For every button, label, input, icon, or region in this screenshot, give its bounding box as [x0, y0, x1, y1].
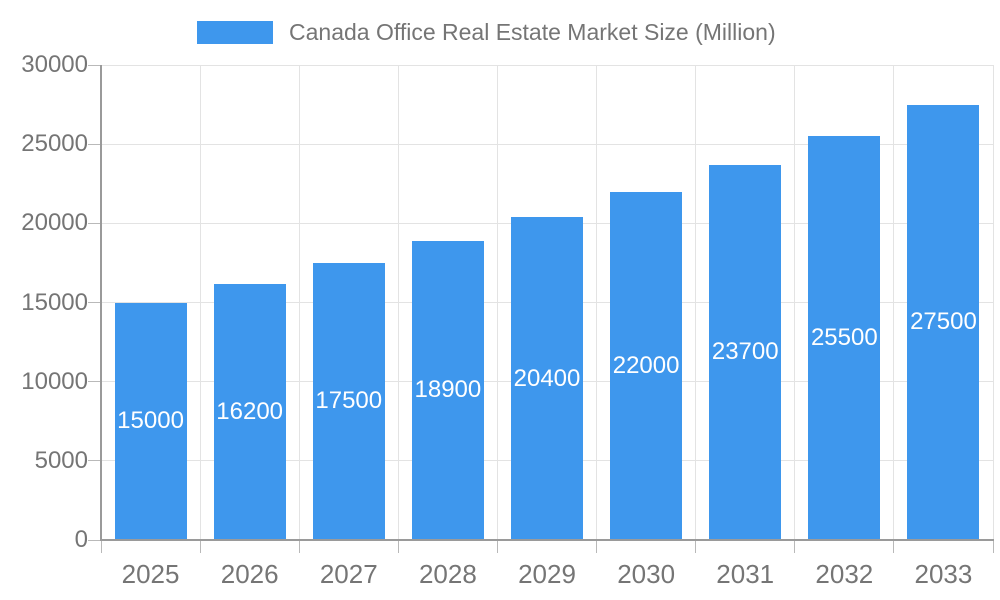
x-axis-tick [199, 540, 201, 553]
bar [808, 136, 881, 540]
y-axis-tick-label: 15000 [21, 288, 88, 316]
bar-value-label: 22000 [612, 351, 680, 379]
x-axis-tick-label: 2028 [418, 559, 477, 589]
bar-value-label: 23700 [711, 338, 779, 366]
bar-value-label: 15000 [117, 407, 184, 435]
bar [312, 262, 385, 540]
v-gridline [695, 65, 697, 540]
y-axis-tick-label: 30000 [21, 51, 88, 78]
bar [213, 283, 286, 540]
x-axis-tick [695, 540, 697, 553]
x-axis-tick-label: 2026 [220, 559, 279, 589]
bar-value-label: 18900 [414, 376, 482, 404]
v-gridline [397, 65, 399, 540]
x-axis-tick [893, 540, 895, 553]
x-axis-tick-label: 2027 [319, 559, 378, 589]
y-axis-tick-label: 20000 [21, 209, 88, 237]
bar-value-label: 17500 [315, 387, 383, 415]
legend-label: Canada Office Real Estate Market Size (M… [289, 18, 776, 45]
x-axis-tick [596, 540, 598, 553]
x-axis-tick-label: 2030 [617, 559, 676, 589]
bar [907, 104, 980, 540]
v-gridline [794, 65, 796, 540]
bar [114, 302, 187, 540]
y-axis-tick-label: 25000 [21, 130, 88, 158]
v-gridline [496, 65, 498, 540]
y-axis-tick [88, 460, 101, 462]
bar-value-label: 25500 [810, 324, 878, 352]
bar [511, 217, 583, 540]
x-axis-tick [397, 540, 399, 553]
y-axis-tick [88, 381, 101, 383]
v-gridline [893, 65, 895, 540]
y-axis-line [99, 65, 102, 540]
x-axis-tick-label: 2025 [121, 559, 180, 589]
bar [610, 191, 683, 540]
x-axis-tick [100, 540, 102, 553]
y-axis-tick-label: 5000 [34, 446, 88, 474]
x-axis-tick-label: 2032 [815, 559, 874, 589]
bar [709, 164, 782, 540]
bar-value-label: 20400 [513, 364, 581, 392]
x-axis-tick [794, 540, 796, 553]
x-axis-tick-label: 2029 [518, 559, 576, 589]
v-gridline [298, 65, 300, 540]
h-gridline [101, 64, 993, 66]
bar-value-label: 27500 [910, 308, 977, 336]
h-gridline [101, 143, 993, 145]
y-axis-tick [88, 302, 101, 303]
x-axis-line [99, 538, 994, 541]
v-gridline [596, 65, 598, 540]
y-axis-tick [88, 222, 101, 224]
bar [411, 240, 484, 540]
x-axis-tick-label: 2033 [914, 559, 973, 589]
legend-swatch [197, 20, 273, 44]
y-axis-tick [88, 539, 101, 541]
bar-value-label: 16200 [216, 397, 284, 425]
x-axis-tick [298, 540, 300, 553]
y-axis-tick [88, 64, 101, 66]
y-axis-tick-label: 0 [74, 526, 88, 553]
x-axis-tick [496, 540, 498, 553]
chart-legend[interactable]: Canada Office Real Estate Market Size (M… [197, 16, 776, 48]
v-gridline [992, 65, 994, 540]
y-axis-tick [88, 143, 101, 145]
y-axis-tick-label: 10000 [21, 367, 88, 395]
v-gridline [199, 65, 201, 540]
x-axis-tick [992, 540, 994, 553]
x-axis-tick-label: 2031 [716, 559, 775, 589]
